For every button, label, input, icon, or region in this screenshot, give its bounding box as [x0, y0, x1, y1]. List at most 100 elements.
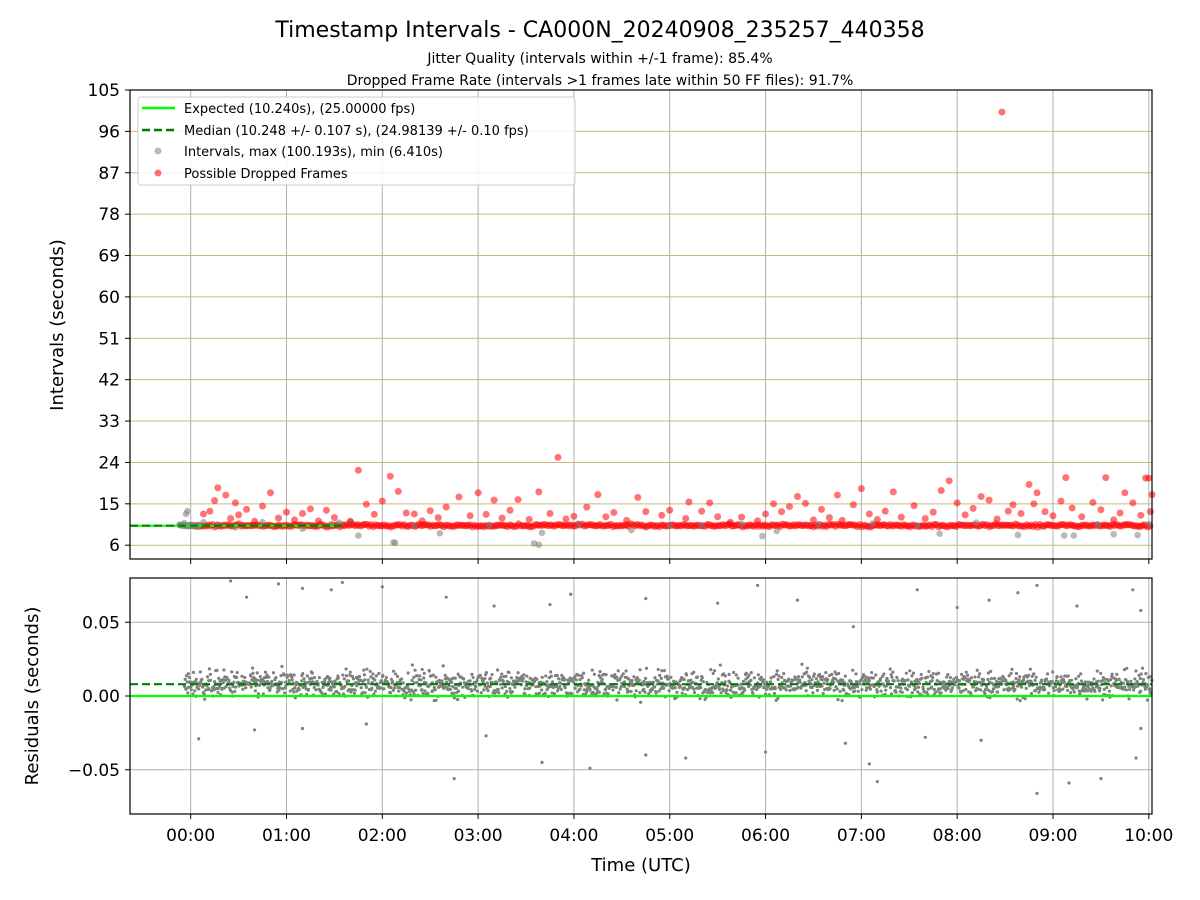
residual-point: [870, 670, 874, 675]
residual-point: [573, 686, 577, 690]
residual-point: [880, 674, 885, 679]
dropped-frame-point: [322, 506, 330, 514]
residual-point: [747, 673, 751, 677]
residual-point: [821, 675, 825, 679]
residual-point: [810, 678, 814, 682]
residual-point: [642, 687, 646, 691]
residual-point: [1010, 667, 1014, 671]
residual-point: [810, 685, 814, 690]
residual-point: [1139, 726, 1143, 731]
residual-point: [285, 673, 290, 678]
residual-point: [1065, 684, 1069, 689]
residual-point: [1056, 680, 1060, 684]
residual-point: [992, 676, 997, 681]
residual-point: [1098, 686, 1102, 691]
residual-point: [409, 698, 413, 702]
residual-point: [815, 684, 819, 689]
residual-point: [353, 688, 357, 692]
residual-point: [615, 698, 619, 702]
residual-point: [233, 685, 238, 689]
residual-point: [556, 689, 560, 693]
residual-point: [207, 687, 211, 691]
intervals-y-tick-label: 87: [98, 164, 120, 184]
dropped-frame-point: [570, 512, 578, 520]
dropped-frame-point: [243, 505, 251, 513]
residual-point: [711, 691, 715, 695]
residual-point: [931, 675, 935, 679]
residual-point: [277, 688, 281, 692]
residual-point: [452, 696, 456, 700]
residual-point: [329, 685, 333, 689]
residual-point: [1018, 675, 1022, 679]
residual-point: [618, 676, 622, 681]
dropped-frame-point: [945, 477, 953, 485]
residual-point: [814, 677, 818, 681]
residual-point: [288, 689, 292, 693]
residual-point: [675, 690, 679, 694]
residual-point: [812, 672, 816, 676]
residual-point: [936, 671, 941, 675]
residual-point: [909, 680, 913, 684]
dropped-frame-point: [1068, 504, 1076, 512]
residual-point: [279, 674, 283, 678]
figure-title: Timestamp Intervals - CA000N_20240908_23…: [274, 18, 924, 43]
residual-point: [963, 676, 967, 680]
residual-point: [311, 680, 315, 684]
residual-point: [862, 673, 866, 677]
residual-point: [849, 680, 853, 684]
residual-point: [456, 689, 461, 693]
x-tick-label: 04:00: [549, 826, 598, 846]
residual-point: [1055, 674, 1059, 679]
residual-point: [420, 667, 424, 672]
residual-point: [504, 674, 508, 678]
residual-point: [618, 687, 622, 691]
residual-point: [886, 679, 890, 683]
residual-point: [878, 677, 883, 681]
residual-point: [499, 675, 503, 679]
residual-point: [1079, 679, 1084, 683]
residual-point: [930, 685, 934, 689]
residual-point: [1122, 668, 1127, 672]
residual-point: [486, 689, 490, 693]
residual-point: [342, 677, 346, 681]
interval-point: [773, 527, 781, 535]
x-tick-label: 02:00: [358, 826, 407, 846]
residual-point: [1119, 680, 1123, 684]
dropped-frame-point: [418, 517, 426, 525]
residual-point: [1035, 583, 1039, 587]
residual-point: [927, 669, 931, 674]
residual-point: [278, 686, 282, 690]
residual-point: [1096, 679, 1100, 683]
residual-point: [910, 691, 914, 695]
dropped-frame-point: [685, 498, 693, 506]
dropped-frame-point: [214, 484, 222, 492]
residual-point: [521, 676, 525, 681]
residual-point: [395, 674, 400, 679]
residual-point: [1044, 677, 1049, 681]
residual-point: [777, 674, 781, 678]
residual-point: [389, 686, 393, 690]
residual-point: [678, 683, 682, 688]
residual-point: [809, 682, 813, 686]
residuals-y-tick-label: 0.05: [82, 613, 120, 633]
residual-point: [503, 692, 507, 696]
residual-point: [776, 677, 780, 682]
residual-point: [654, 691, 658, 695]
residual-point: [959, 672, 964, 676]
intervals-y-tick-label: 78: [98, 205, 120, 225]
residual-point: [448, 687, 453, 692]
residual-point: [468, 679, 472, 683]
residual-point: [722, 672, 726, 676]
x-tick-label: 10:00: [1124, 826, 1173, 846]
residual-point: [768, 680, 773, 684]
residual-point: [762, 685, 766, 690]
residual-point: [588, 688, 592, 692]
residual-point: [1117, 677, 1121, 681]
residual-point: [824, 670, 828, 675]
residual-point: [774, 672, 779, 676]
residual-point: [361, 691, 365, 695]
residual-point: [569, 592, 573, 596]
residual-point: [328, 676, 332, 680]
residual-point: [836, 698, 840, 702]
residual-point: [347, 679, 351, 683]
